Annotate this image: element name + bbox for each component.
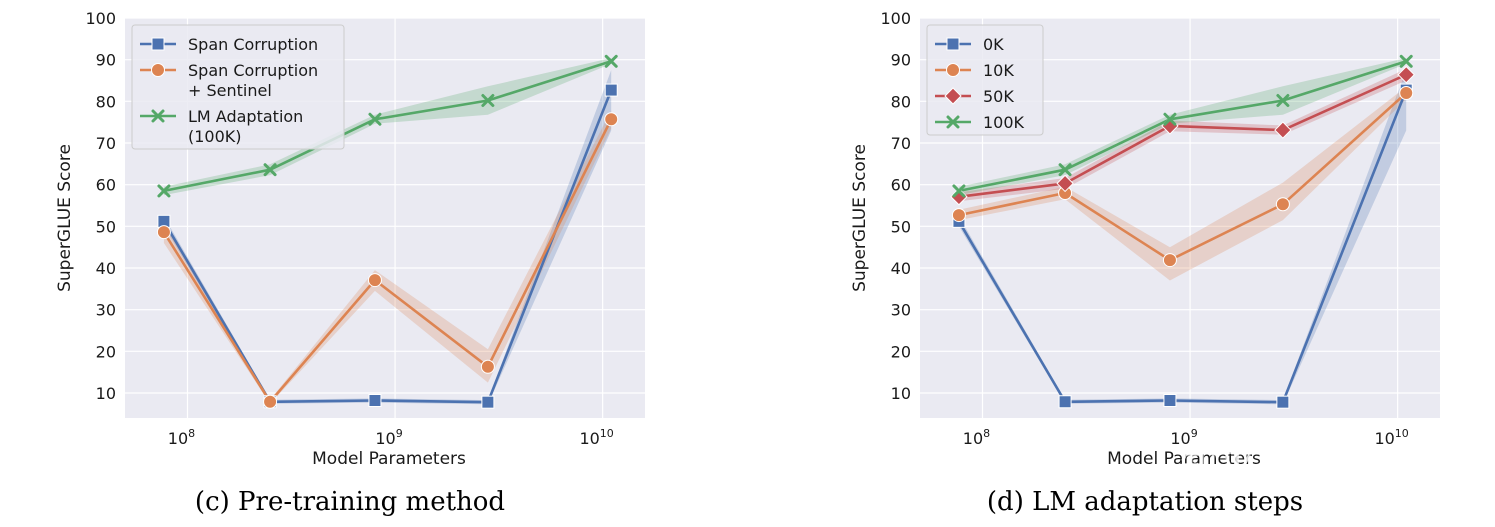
confidence-band-2 <box>958 86 1407 281</box>
y-tick-label: 40 <box>891 259 911 278</box>
legend-label: + Sentinel <box>188 81 272 100</box>
confidence-band-2 <box>163 110 612 404</box>
data-point-4 <box>1163 112 1177 126</box>
data-point-4 <box>952 184 966 198</box>
data-point-3 <box>1056 174 1074 193</box>
y-tick-label: 20 <box>891 342 911 361</box>
data-point-3 <box>1274 121 1292 139</box>
y-tick-label: 50 <box>891 217 911 236</box>
legend-marker-3 <box>944 87 962 105</box>
y-tick-label: 80 <box>96 92 116 111</box>
legend-marker-4 <box>946 115 960 129</box>
y-tick-label: 20 <box>96 342 116 361</box>
legend-label: 10K <box>983 61 1014 80</box>
data-point-2 <box>604 112 619 127</box>
y-tick-label: 70 <box>891 134 911 153</box>
legend-marker-1 <box>151 37 165 51</box>
data-point-1 <box>1163 394 1177 407</box>
data-point-2 <box>480 359 495 374</box>
y-tick-label: 60 <box>96 176 116 195</box>
data-point-1 <box>604 83 618 97</box>
data-point-1 <box>1058 395 1072 409</box>
data-point-2 <box>263 394 278 409</box>
legend-box <box>131 24 345 150</box>
data-point-2 <box>1399 86 1414 100</box>
legend-marker-2 <box>946 63 960 77</box>
legend-label: Span Corruption <box>188 35 318 54</box>
legend-label: 50K <box>983 87 1014 106</box>
y-tick-label: 80 <box>891 92 911 111</box>
y-tick-label: 100 <box>880 9 911 28</box>
y-tick-label: 40 <box>96 259 116 278</box>
chart-caption: (d) LM adaptation steps <box>987 487 1303 517</box>
x-tick-label: 1010 <box>579 427 613 448</box>
x-tick-label: 109 <box>375 427 402 448</box>
legend: 0K 10K 50K 100K <box>926 24 1044 136</box>
y-axis-label: SuperGLUE Score <box>850 144 870 292</box>
x-axis-label: Model Parameters <box>312 449 466 469</box>
data-point-3 <box>604 54 618 68</box>
legend-marker-2 <box>151 63 165 77</box>
y-tick-label: 30 <box>891 301 911 320</box>
x-tick-label: 109 <box>1170 427 1197 448</box>
data-point-2 <box>1275 197 1290 212</box>
data-point-1 <box>481 395 495 409</box>
data-point-4 <box>1399 54 1413 68</box>
data-point-2 <box>951 208 966 223</box>
data-point-3 <box>263 163 277 177</box>
legend-box <box>926 24 1044 136</box>
data-point-3 <box>368 112 382 126</box>
data-point-4 <box>1276 94 1290 107</box>
y-tick-label: 30 <box>96 301 116 320</box>
x-tick-label: 108 <box>168 427 195 448</box>
legend-label: LM Adaptation <box>188 107 303 126</box>
data-point-2 <box>367 273 382 288</box>
legend-label: Span Corruption <box>188 61 318 80</box>
confidence-band-3 <box>163 58 612 196</box>
watermark: 知乎 @Alston <box>1180 445 1425 489</box>
y-tick-label: 10 <box>96 384 116 403</box>
data-point-3 <box>481 94 495 107</box>
legend-marker-3 <box>151 109 165 123</box>
legend-label: 100K <box>983 113 1025 132</box>
legend-marker-1 <box>946 37 960 51</box>
x-axis-label: Model Parameters <box>1107 449 1261 469</box>
data-point-3 <box>157 184 171 198</box>
data-point-1 <box>1276 395 1290 409</box>
y-tick-label: 10 <box>891 384 911 403</box>
y-axis-label: SuperGLUE Score <box>55 144 75 292</box>
y-tick-label: 90 <box>891 51 911 70</box>
confidence-band-4 <box>958 58 1407 196</box>
chart-d-lm-adaptation-steps: 10 20 30 40 50 60 70 80 90 100 108 109 1010 Model Par… <box>850 9 1440 517</box>
y-tick-label: 70 <box>96 134 116 153</box>
data-point-4 <box>1058 163 1072 177</box>
chart-c-pretraining-method: 10 20 30 40 50 60 70 80 90 100 108 109 1010 Model Par… <box>55 9 645 517</box>
data-point-3 <box>1397 65 1415 84</box>
data-point-2 <box>1162 253 1177 268</box>
y-tick-label: 50 <box>96 217 116 236</box>
data-point-3 <box>950 188 968 206</box>
data-point-2 <box>156 225 171 240</box>
confidence-band-3 <box>958 68 1407 202</box>
legend-label: 0K <box>983 35 1004 54</box>
legend-label: (100K) <box>188 127 242 146</box>
chart-caption: (c) Pre-training method <box>195 487 505 517</box>
x-tick-label: 1010 <box>1374 427 1408 448</box>
data-point-1 <box>368 394 382 407</box>
y-tick-label: 60 <box>891 176 911 195</box>
x-tick-label: 108 <box>963 427 990 448</box>
y-tick-label: 90 <box>96 51 116 70</box>
y-tick-label: 100 <box>85 9 116 28</box>
